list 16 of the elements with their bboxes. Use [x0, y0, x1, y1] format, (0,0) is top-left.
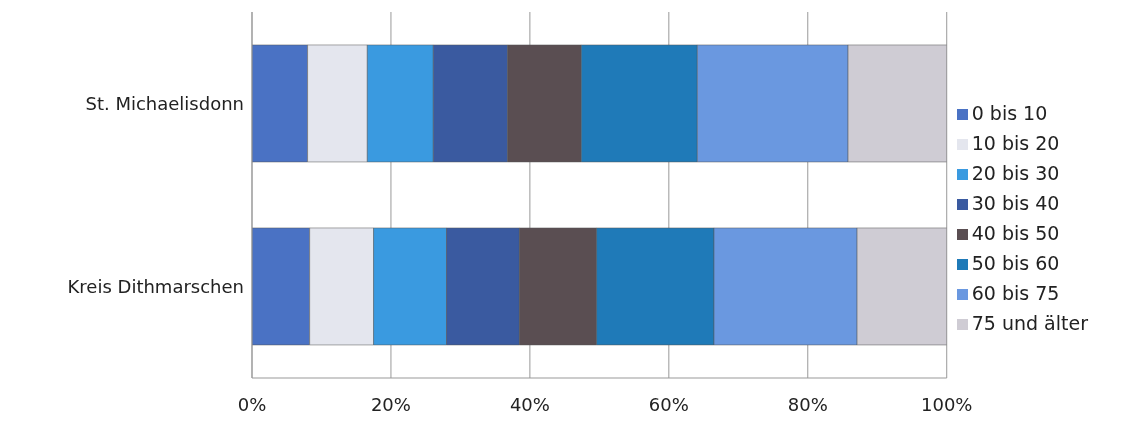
- legend-label: 40 bis 50: [971, 222, 1060, 244]
- legend-label: 50 bis 60: [971, 252, 1060, 274]
- x-tick-label: 100%: [920, 393, 973, 415]
- legend-label: 10 bis 20: [971, 132, 1060, 154]
- legend-label: 20 bis 30: [971, 162, 1060, 184]
- legend-label: 75 und älter: [971, 312, 1088, 334]
- x-tick-label: 40%: [509, 393, 550, 415]
- x-tick-label: 20%: [370, 393, 411, 415]
- y-tick-label: Kreis Dithmarschen: [67, 275, 244, 297]
- legend-label: 0 bis 10: [971, 102, 1048, 124]
- legend-label: 60 bis 75: [971, 282, 1060, 304]
- legend-label: 30 bis 40: [971, 192, 1060, 214]
- x-tick-label: 0%: [237, 393, 267, 415]
- y-tick-label: St. Michaelisdonn: [85, 92, 244, 114]
- x-tick-label: 60%: [648, 393, 689, 415]
- x-tick-label: 80%: [787, 393, 828, 415]
